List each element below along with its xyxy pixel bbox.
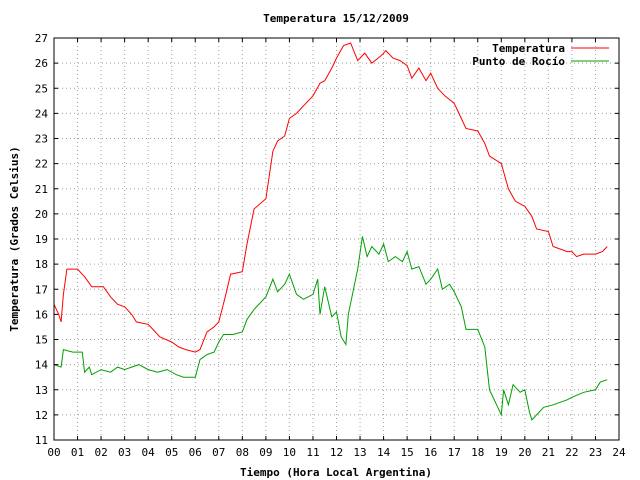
x-tick-label: 04 <box>142 446 156 459</box>
y-tick-label: 18 <box>35 258 48 271</box>
y-tick-label: 17 <box>35 283 48 296</box>
x-tick-label: 09 <box>259 446 272 459</box>
y-tick-label: 11 <box>35 434 48 447</box>
x-tick-label: 14 <box>377 446 391 459</box>
y-tick-label: 21 <box>35 183 48 196</box>
x-tick-label: 08 <box>236 446 249 459</box>
legend-label-temperatura: Temperatura <box>492 42 565 55</box>
chart-title: Temperatura 15/12/2009 <box>263 12 409 25</box>
x-tick-label: 05 <box>165 446 178 459</box>
series-lines <box>53 42 608 421</box>
y-tick-label: 27 <box>35 32 48 45</box>
legend-label-punto-de-rocio: Punto de Rocío <box>472 55 565 68</box>
y-tick-label: 14 <box>35 359 49 372</box>
y-tick-label: 12 <box>35 409 48 422</box>
x-tick-label: 07 <box>212 446 225 459</box>
x-tick-label: 21 <box>542 446 555 459</box>
x-tick-label: 12 <box>330 446 343 459</box>
x-axis-label: Tiempo (Hora Local Argentina) <box>240 466 432 479</box>
x-tick-label: 01 <box>71 446 84 459</box>
series-line-temperatura <box>53 42 608 353</box>
x-tick-label: 20 <box>518 446 531 459</box>
x-tick-label: 22 <box>565 446 578 459</box>
y-tick-label: 16 <box>35 308 48 321</box>
x-tick-label: 15 <box>401 446 414 459</box>
y-axis-ticks: 11 12 13 14 15 16 17 18 19 20 21 22 23 24 25 26 27 <box>35 32 619 447</box>
y-tick-label: 23 <box>35 133 48 146</box>
grid <box>54 38 619 440</box>
x-axis-ticks: 00 01 02 03 04 05 06 07 08 09 10 11 12 13 14 15 16 17 18 19… <box>47 38 626 459</box>
y-tick-label: 26 <box>35 57 48 70</box>
y-tick-label: 15 <box>35 334 48 347</box>
y-tick-label: 20 <box>35 208 48 221</box>
x-tick-label: 16 <box>424 446 437 459</box>
y-tick-label: 19 <box>35 233 48 246</box>
x-tick-label: 19 <box>495 446 508 459</box>
x-tick-label: 06 <box>189 446 202 459</box>
x-tick-label: 10 <box>283 446 296 459</box>
x-tick-label: 11 <box>306 446 319 459</box>
x-tick-label: 23 <box>589 446 602 459</box>
x-tick-label: 00 <box>47 446 60 459</box>
series-line-punto-de-rocio <box>53 236 608 421</box>
x-tick-label: 24 <box>612 446 626 459</box>
x-tick-label: 02 <box>94 446 107 459</box>
y-tick-label: 22 <box>35 158 48 171</box>
y-axis-label: Temperatura (Grados Celsius) <box>8 146 21 331</box>
y-tick-label: 13 <box>35 384 48 397</box>
x-tick-label: 18 <box>471 446 484 459</box>
y-tick-label: 24 <box>35 107 49 120</box>
x-tick-label: 03 <box>118 446 131 459</box>
x-tick-label: 17 <box>448 446 461 459</box>
legend: Temperatura Punto de Rocío <box>472 42 609 68</box>
x-tick-label: 13 <box>353 446 366 459</box>
y-tick-label: 25 <box>35 82 48 95</box>
